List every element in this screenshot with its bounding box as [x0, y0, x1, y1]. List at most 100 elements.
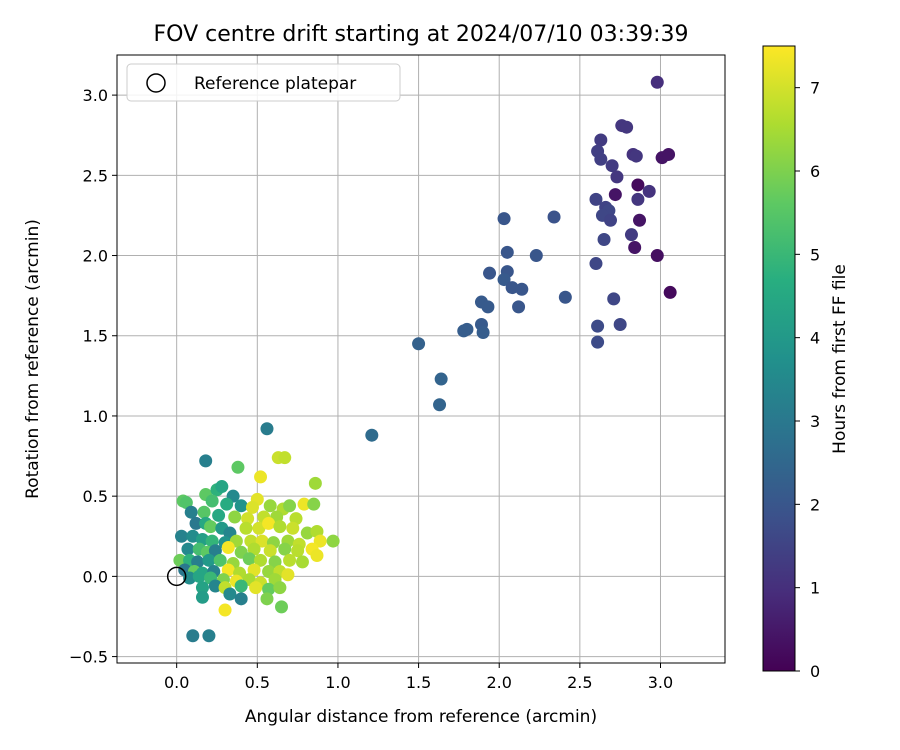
scatter-point	[308, 476, 322, 490]
scatter-point	[594, 152, 608, 166]
scatter-point	[179, 496, 193, 510]
x-tick-label: 2.0	[486, 673, 511, 692]
colorbar-label: Hours from first FF file	[830, 264, 850, 454]
scatter-point	[231, 460, 245, 474]
scatter-point	[628, 241, 642, 255]
scatter-point	[558, 290, 572, 304]
scatter-point	[310, 549, 324, 563]
scatter-point	[278, 542, 292, 556]
y-axis-ticks: −0.5 0.0 0.5 1.0 1.5 2.0 2.5 3.0	[69, 86, 117, 667]
colorbar-tick-label: 0	[810, 662, 820, 681]
x-axis-label: Angular distance from reference (arcmin)	[245, 707, 597, 727]
scatter-point	[278, 451, 292, 465]
scatter-point	[247, 563, 261, 577]
scatter-point	[242, 552, 256, 566]
scatter-point	[255, 534, 269, 548]
scatter-point	[181, 542, 195, 556]
scatter-point	[283, 553, 297, 567]
x-tick-label: 1.0	[325, 673, 350, 692]
colorbar-tick-label: 6	[810, 162, 820, 181]
data-points	[173, 75, 677, 643]
scatter-point	[476, 326, 490, 340]
y-tick-label: 3.0	[83, 86, 108, 105]
scatter-point	[254, 553, 268, 567]
colorbar-gradient	[762, 45, 796, 672]
scatter-point	[245, 500, 259, 514]
colorbar-tick-label: 7	[810, 79, 820, 98]
scatter-point	[252, 521, 266, 535]
scatter-point	[262, 582, 276, 596]
scatter-point	[234, 579, 248, 593]
scatter-point	[260, 422, 274, 436]
scatter-point	[500, 245, 514, 259]
scatter-point	[547, 210, 561, 224]
scatter-point	[204, 520, 218, 534]
y-tick-label: −0.5	[69, 648, 108, 667]
scatter-point	[529, 249, 543, 263]
scatter-point	[213, 553, 227, 567]
scatter-point	[326, 534, 340, 548]
scatter-point	[173, 553, 187, 567]
scatter-point	[273, 581, 287, 595]
scatter-point	[202, 629, 216, 643]
scatter-point	[241, 512, 255, 526]
scatter-point	[613, 318, 627, 332]
legend: Reference platepar	[126, 63, 401, 102]
scatter-point	[633, 213, 647, 227]
scatter-point	[247, 542, 261, 556]
x-tick-label: 1.5	[406, 673, 431, 692]
scatter-point	[515, 282, 529, 296]
scatter-point	[192, 569, 206, 583]
scatter-point	[605, 159, 619, 173]
scatter-point	[483, 266, 497, 280]
scatter-point	[650, 249, 664, 263]
scatter-point	[505, 281, 519, 295]
colorbar-tick-label: 3	[810, 412, 820, 431]
scatter-point	[594, 133, 608, 147]
x-tick-label: 2.5	[567, 673, 592, 692]
scatter-point	[263, 544, 277, 558]
y-tick-label: 1.0	[83, 407, 108, 426]
scatter-point	[650, 75, 664, 89]
scatter-point	[589, 257, 603, 271]
x-axis-ticks: 0.0 0.5 1.0 1.5 2.0 2.5 3.0	[164, 663, 673, 692]
scatter-point	[239, 521, 253, 535]
scatter-point	[220, 497, 234, 511]
scatter-point	[223, 587, 237, 601]
legend-label: Reference platepar	[194, 74, 356, 94]
scatter-point	[263, 499, 277, 513]
y-tick-label: 2.0	[83, 247, 108, 266]
scatter-point	[624, 228, 638, 242]
colorbar-tick-label: 4	[810, 329, 820, 348]
scatter-point	[283, 499, 297, 513]
colorbar-ticks: 0 1 2 3 4 5 6 7	[795, 79, 820, 681]
scatter-point	[208, 544, 222, 558]
scatter-point	[202, 553, 216, 567]
y-tick-label: 1.5	[83, 327, 108, 346]
scatter-point	[589, 192, 603, 206]
grid-lines	[117, 55, 725, 663]
scatter-point	[365, 428, 379, 442]
scatter-point	[183, 571, 197, 585]
scatter-point	[412, 337, 426, 351]
scatter-point	[212, 508, 226, 522]
scatter-point	[186, 629, 200, 643]
scatter-point	[497, 212, 511, 226]
scatter-point	[234, 592, 248, 606]
y-tick-label: 0.5	[83, 487, 108, 506]
scatter-point	[620, 120, 634, 134]
scatter-point	[631, 192, 645, 206]
scatter-point	[608, 188, 622, 202]
scatter-point	[254, 470, 268, 484]
scatter-point	[433, 398, 447, 412]
scatter-point	[457, 324, 471, 338]
scatter-point	[215, 480, 229, 494]
chart-title: FOV centre drift starting at 2024/07/10 …	[154, 22, 689, 47]
scatter-point	[662, 147, 676, 161]
scatter-point	[218, 603, 232, 617]
scatter-point	[205, 494, 219, 508]
plot-frame	[116, 54, 726, 664]
scatter-point	[197, 505, 211, 519]
scatter-point	[274, 600, 288, 614]
